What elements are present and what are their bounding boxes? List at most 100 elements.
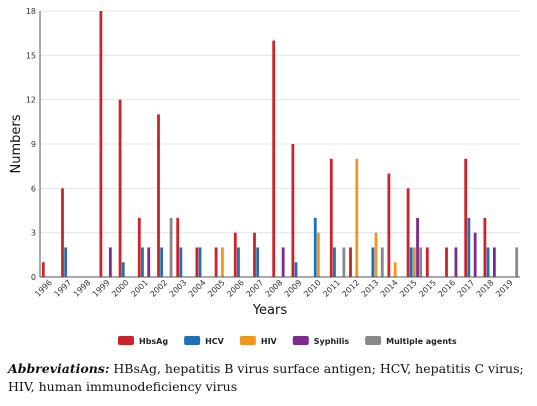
bar-hbsag-2011 (329, 158, 333, 277)
bar-hcv-2013 (371, 247, 375, 277)
bar-hbsag-2001 (137, 217, 141, 277)
x-tick-label: 2011 (321, 278, 342, 299)
bar-hcv-2015 (409, 247, 413, 277)
y-tick-label: 12 (26, 96, 36, 105)
bar-hcv-2010 (313, 217, 317, 277)
bar-hiv-2012 (355, 158, 359, 277)
x-tick-label: 2014 (379, 278, 400, 299)
bar-multiple-agents-2013 (380, 247, 384, 277)
bar-hbsag-2018 (483, 217, 487, 277)
x-tick-label: 2019 (494, 278, 515, 299)
bar-syphilis-2018 (492, 247, 496, 277)
bar-hcv-2000 (121, 262, 125, 277)
bar-hbsag-2006 (233, 232, 237, 277)
bar-hbsag-2005 (214, 247, 218, 277)
bar-hbsag-1999 (99, 11, 103, 277)
x-tick-label: 2007 (244, 278, 265, 299)
x-axis-title: Years (252, 303, 288, 318)
bar-multiple-agents-2011 (342, 247, 346, 277)
bar-hcv-2006 (237, 247, 240, 277)
x-tick-label: 1997 (52, 278, 73, 299)
bar-hbsag-2012 (349, 247, 352, 277)
x-tick-label: 2010 (302, 278, 323, 299)
legend-swatch-hbsag (118, 336, 134, 345)
legend-swatch-hcv (184, 336, 201, 345)
legend-swatch-hiv (239, 336, 256, 345)
legend-label-hcv: HCV (205, 337, 225, 346)
bar-hbsag-2014 (387, 173, 391, 277)
y-tick-label: 3 (31, 229, 36, 238)
x-tick-label: 1996 (33, 278, 54, 299)
bar-hbsag-2004 (195, 247, 199, 277)
x-tick-label: 2009 (283, 278, 304, 299)
bar-hiv-2005 (221, 247, 224, 277)
x-tick-label: 2000 (110, 278, 131, 299)
gridlines (40, 10, 520, 278)
x-tick-label: 2008 (264, 278, 285, 299)
x-tick-label: 2001 (129, 278, 150, 299)
bar-hcv-2002 (160, 247, 164, 277)
legend-swatch-syphilis (292, 336, 309, 345)
x-tick-label: 2004 (187, 278, 208, 299)
x-tick-label: 2016 (436, 278, 457, 299)
bar-hbsag-2003 (176, 217, 180, 277)
x-tick-label: 2015 (417, 278, 438, 299)
bar-hcv-2009 (294, 262, 298, 277)
bar-syphilis-2017 (473, 232, 477, 277)
x-tick-label: 2002 (148, 278, 169, 299)
y-tick-label: 15 (26, 51, 36, 60)
bar-multiple-agents-2002 (169, 217, 173, 277)
legend: HbsAg HCV HIV Syphilis Multiple agents (118, 336, 457, 346)
bar-hiv-2014 (393, 262, 397, 277)
bar-hcv-2004 (198, 247, 202, 277)
y-tick-label: 0 (31, 273, 36, 282)
bar-hbsag-2002 (157, 114, 160, 277)
bar-hcv-2018 (486, 247, 490, 277)
x-tick-label: 2006 (225, 278, 246, 299)
caption-label: Abbreviations: (8, 361, 110, 376)
x-tick-label: 2012 (340, 278, 361, 299)
bar-hbsag-2009 (291, 144, 295, 277)
bar-hiv-2015 (413, 247, 416, 277)
bar-hcv-2011 (333, 247, 336, 277)
bar-hbsag-2007 (253, 232, 256, 277)
bar-hbsag-1996 (41, 262, 45, 277)
bar-syphilis-2008 (281, 247, 285, 277)
bar-hcv-2003 (179, 247, 183, 277)
bars (41, 11, 519, 278)
bar-multiple-agents-2019 (515, 247, 519, 277)
x-tick-label: 2018 (475, 278, 496, 299)
x-tick-label: 2017 (456, 278, 477, 299)
bar-hbsag-1997 (61, 188, 64, 277)
bar-syphilis-1999 (108, 247, 112, 277)
x-tick-label: 2013 (360, 278, 381, 299)
bar-hcv-2007 (256, 247, 260, 277)
bar-hbsag-2015 (425, 247, 429, 277)
x-tick-label: 1998 (72, 278, 93, 299)
bar-hbsag-2015 (406, 188, 410, 277)
bar-hcv-2001 (141, 247, 144, 277)
x-tick-label: 2005 (206, 278, 227, 299)
legend-label-syphilis: Syphilis (314, 337, 350, 346)
y-axis-title: Numbers (9, 114, 24, 173)
bar-hcv-1997 (64, 247, 68, 277)
x-tick-label: 2003 (168, 278, 189, 299)
caption-text: HBsAg, hepatitis B virus surface antigen… (8, 361, 524, 394)
bar-syphilis-2015 (416, 217, 419, 277)
bar-hbsag-2016 (445, 247, 448, 277)
legend-swatch-multiple-agents (365, 336, 382, 345)
bar-multiple-agents-2015 (419, 247, 423, 277)
y-tick-label: 6 (31, 184, 36, 193)
bar-hiv-2010 (317, 232, 320, 277)
bar-syphilis-2016 (454, 247, 458, 277)
bar-chart: 0369121518199619971998199920002001200220… (9, 7, 520, 346)
x-tick-label: 2015 (398, 278, 419, 299)
bar-hbsag-2008 (272, 40, 276, 277)
y-tick-label: 9 (31, 140, 36, 149)
legend-label-multiple-agents: Multiple agents (386, 337, 457, 346)
bar-hcv-2017 (467, 217, 471, 277)
bar-syphilis-2001 (147, 247, 151, 277)
bar-hiv-2013 (374, 232, 378, 277)
abbreviations-caption: Abbreviations: HBsAg, hepatitis B virus … (8, 360, 530, 396)
bar-hbsag-2000 (118, 99, 122, 278)
